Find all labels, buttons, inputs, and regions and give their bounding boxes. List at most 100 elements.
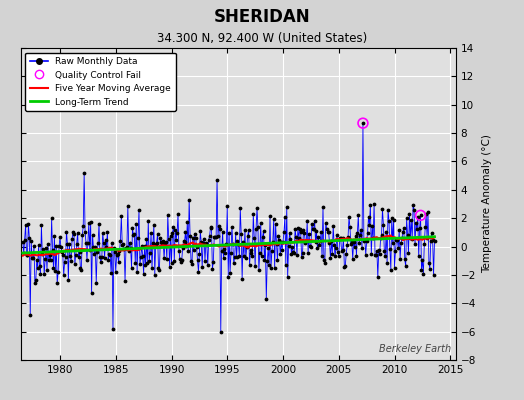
Point bbox=[107, 270, 115, 276]
Point bbox=[230, 260, 238, 266]
Point bbox=[75, 249, 84, 256]
Point bbox=[182, 243, 191, 249]
Point bbox=[277, 239, 286, 246]
Point bbox=[55, 243, 63, 250]
Point bbox=[156, 235, 165, 241]
Point bbox=[335, 235, 344, 241]
Point bbox=[310, 226, 318, 232]
Point bbox=[417, 212, 425, 218]
Point bbox=[255, 267, 263, 273]
Point bbox=[242, 255, 250, 261]
Point bbox=[134, 234, 142, 241]
Point bbox=[294, 235, 303, 241]
Point bbox=[92, 280, 101, 286]
Point bbox=[97, 259, 105, 266]
Point bbox=[136, 261, 144, 268]
Point bbox=[118, 242, 126, 248]
Point bbox=[77, 266, 85, 273]
Point bbox=[385, 218, 393, 224]
Point bbox=[384, 206, 392, 213]
Point bbox=[417, 266, 425, 273]
Point bbox=[30, 243, 38, 250]
Point bbox=[19, 250, 28, 256]
Point bbox=[425, 265, 434, 272]
Point bbox=[364, 213, 373, 220]
Point bbox=[184, 248, 192, 254]
Legend: Raw Monthly Data, Quality Control Fail, Five Year Moving Average, Long-Term Tren: Raw Monthly Data, Quality Control Fail, … bbox=[26, 52, 176, 111]
Point bbox=[286, 236, 294, 242]
Point bbox=[308, 221, 316, 227]
Point bbox=[253, 205, 261, 212]
Point bbox=[115, 248, 124, 254]
Point bbox=[276, 251, 285, 257]
Point bbox=[163, 212, 172, 218]
Point bbox=[142, 236, 150, 242]
Point bbox=[45, 257, 53, 264]
Point bbox=[143, 260, 151, 266]
Point bbox=[162, 256, 171, 262]
Point bbox=[188, 261, 196, 268]
Point bbox=[321, 260, 329, 266]
Point bbox=[88, 290, 96, 297]
Point bbox=[313, 245, 322, 251]
Point bbox=[428, 230, 436, 236]
Point bbox=[316, 238, 324, 244]
Point bbox=[35, 262, 43, 269]
Point bbox=[399, 228, 407, 235]
Point bbox=[203, 242, 211, 248]
Point bbox=[191, 231, 199, 237]
Point bbox=[203, 262, 212, 268]
Point bbox=[318, 253, 326, 260]
Point bbox=[249, 211, 257, 218]
Point bbox=[232, 254, 241, 260]
Point bbox=[301, 240, 310, 246]
Point bbox=[216, 226, 224, 232]
Point bbox=[119, 240, 127, 247]
Point bbox=[264, 245, 272, 252]
Point bbox=[331, 253, 339, 260]
Point bbox=[79, 223, 88, 229]
Point bbox=[310, 217, 319, 224]
Point bbox=[123, 244, 131, 250]
Point bbox=[145, 258, 154, 264]
Point bbox=[359, 238, 368, 244]
Point bbox=[268, 248, 276, 255]
Point bbox=[361, 236, 369, 243]
Point bbox=[19, 239, 27, 246]
Point bbox=[381, 253, 389, 259]
Y-axis label: Temperature Anomaly (°C): Temperature Anomaly (°C) bbox=[482, 134, 492, 274]
Point bbox=[187, 258, 195, 264]
Point bbox=[392, 237, 400, 244]
Point bbox=[430, 238, 439, 244]
Point bbox=[244, 233, 252, 239]
Point bbox=[305, 230, 313, 237]
Point bbox=[46, 252, 54, 258]
Point bbox=[133, 268, 141, 275]
Point bbox=[397, 240, 405, 246]
Point bbox=[315, 242, 323, 248]
Point bbox=[53, 280, 61, 286]
Point bbox=[193, 257, 202, 264]
Point bbox=[147, 230, 155, 237]
Point bbox=[343, 242, 351, 249]
Point bbox=[86, 219, 95, 226]
Point bbox=[236, 205, 245, 212]
Point bbox=[96, 254, 104, 261]
Point bbox=[333, 232, 341, 238]
Point bbox=[282, 204, 291, 210]
Point bbox=[424, 209, 432, 215]
Point bbox=[408, 236, 417, 242]
Point bbox=[114, 259, 123, 265]
Point bbox=[154, 265, 162, 271]
Point bbox=[286, 230, 294, 237]
Point bbox=[126, 245, 135, 252]
Point bbox=[231, 254, 239, 260]
Point bbox=[312, 228, 321, 234]
Point bbox=[278, 247, 286, 254]
Point bbox=[43, 266, 51, 273]
Point bbox=[89, 232, 97, 238]
Point bbox=[413, 226, 421, 232]
Point bbox=[179, 237, 188, 244]
Point bbox=[325, 239, 334, 246]
Point bbox=[178, 257, 186, 264]
